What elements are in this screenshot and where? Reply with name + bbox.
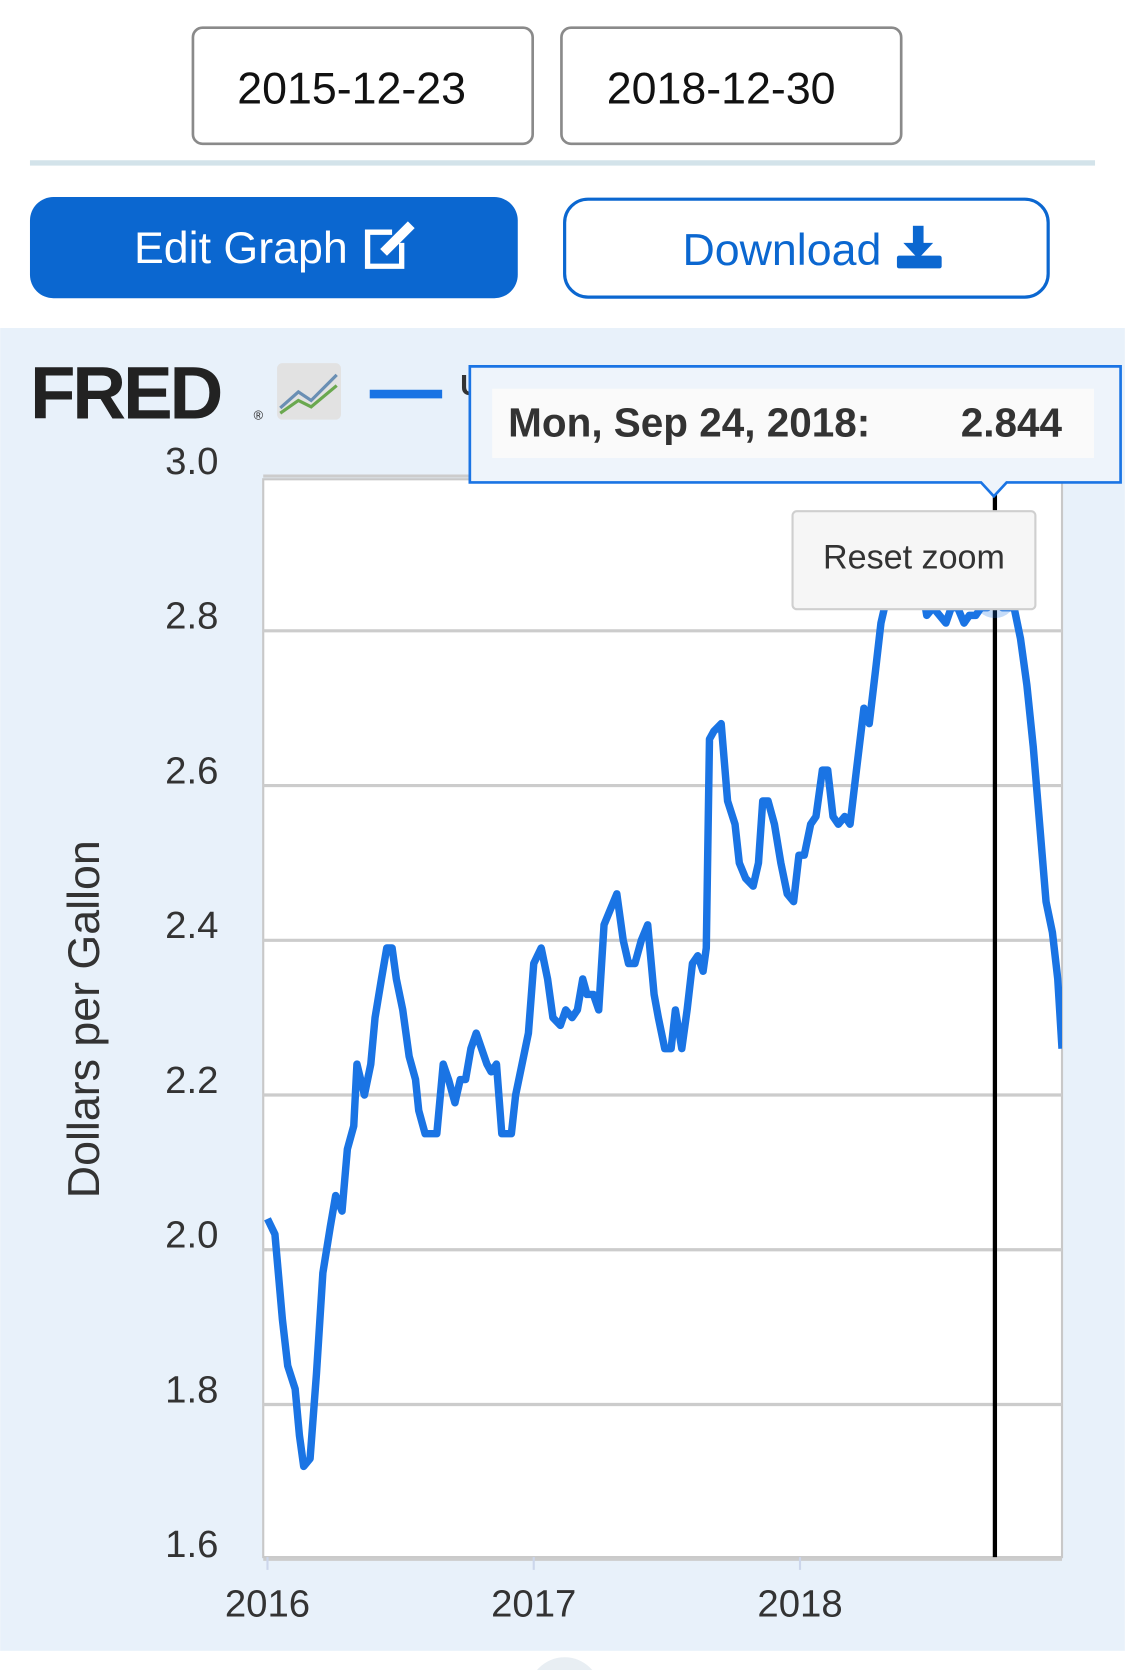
start-date-input[interactable] (191, 26, 535, 146)
reset-zoom-button[interactable]: Reset zoom (791, 510, 1037, 611)
download-button-bg (563, 197, 1050, 299)
y-tick-label: 3.0 (165, 440, 218, 483)
tooltip-value: 2.844 (961, 400, 1063, 446)
y-tick-label: 2.8 (165, 595, 218, 638)
y-axis-title: Dollars per Gallon (60, 840, 109, 1198)
reset-zoom-bg (791, 510, 1037, 611)
scroll-handle (537, 1657, 593, 1670)
x-tick-label: 2018 (757, 1583, 842, 1626)
fred-icon (277, 363, 341, 420)
edit-button-bg (29, 197, 518, 299)
tooltip: Mon, Sep 24, 2018: 2.844 (468, 365, 1122, 499)
x-tick-label: 2017 (491, 1583, 576, 1626)
fred-logo: FRED (30, 352, 221, 435)
y-tick-label: 2.0 (165, 1214, 218, 1257)
start-date: 2015-12-23 (237, 64, 466, 113)
download-button-label: Download (682, 226, 881, 275)
y-tick-label: 2.6 (165, 749, 218, 792)
download-icon (896, 225, 942, 269)
x-tick-label: 2016 (225, 1583, 310, 1626)
grid: 1.6 1.8 2.0 2.2 2.4 2.6 2.8 3.0 2016 2017 2018 (165, 440, 1063, 1626)
tooltip-inner (492, 388, 1094, 458)
end-date-input[interactable] (560, 26, 903, 146)
y-tick-label: 2.2 (165, 1059, 218, 1102)
download-button[interactable]: Download (563, 197, 1050, 299)
edit-icon (364, 221, 415, 269)
edit-button-label: Edit Graph (134, 224, 348, 273)
plot-area (262, 478, 1064, 1559)
edit-graph-button[interactable]: Edit Graph (29, 197, 518, 299)
tooltip-date: Mon, Sep 24, 2018: (508, 400, 870, 446)
reset-zoom-label: Reset zoom (823, 539, 1005, 577)
y-tick-label: 2.4 (165, 904, 218, 947)
fred-logo-mark: ® (254, 408, 264, 423)
end-date: 2018-12-30 (607, 64, 836, 113)
y-tick-label: 1.6 (165, 1523, 218, 1566)
y-tick-label: 1.8 (165, 1368, 218, 1411)
